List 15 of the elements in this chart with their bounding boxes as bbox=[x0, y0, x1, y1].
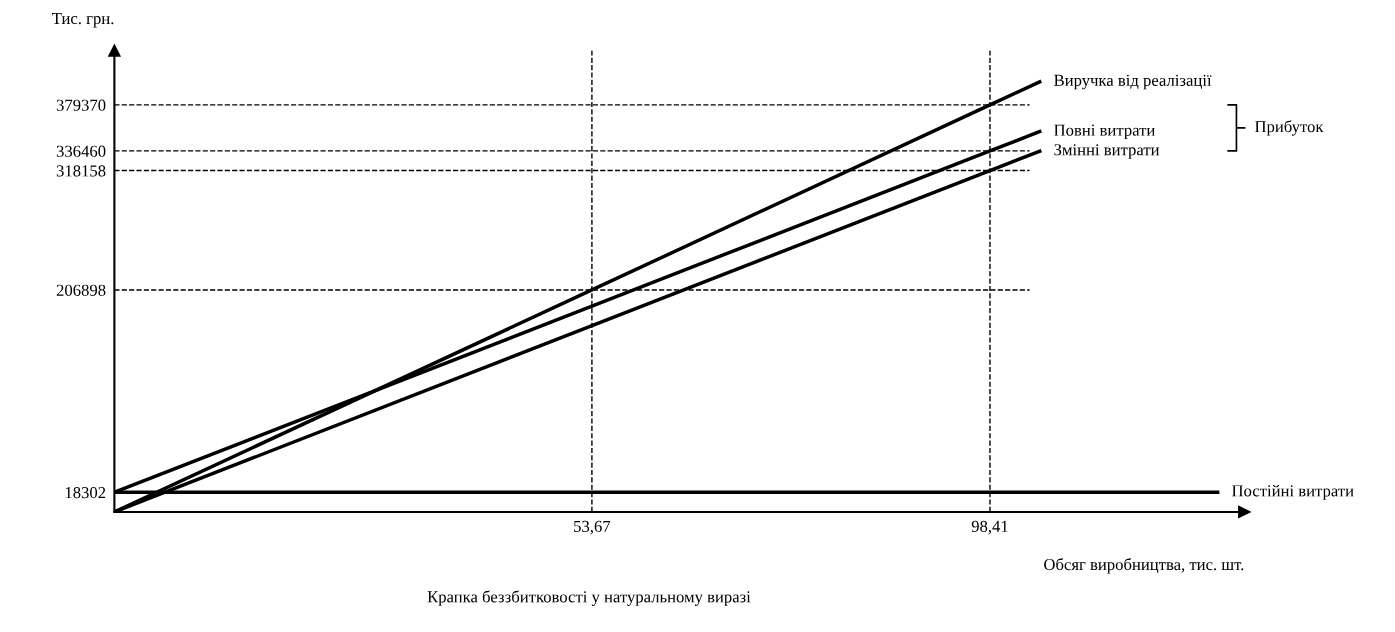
y-tick-label: 336460 bbox=[56, 145, 106, 157]
text: Крапка беззбитковості у натуральному виразі bbox=[427, 590, 751, 606]
x-tick-label: 53,67 bbox=[574, 520, 611, 535]
y-tick-label: 318158 bbox=[56, 165, 106, 177]
y-tick-label: 18302 bbox=[65, 486, 106, 499]
y-axis-title: Тис. грн. bbox=[52, 13, 114, 28]
text: Прибуток bbox=[1254, 120, 1324, 136]
series-label: Змінні витрати bbox=[1054, 144, 1160, 159]
series-label: Виручка від реалізації bbox=[1054, 74, 1212, 90]
y-tick-label: 379370 bbox=[56, 99, 106, 111]
series-label: Постійні витрати bbox=[1232, 484, 1354, 500]
series-label: Повні витрати bbox=[1054, 124, 1155, 140]
x-tick-label: 98,41 bbox=[971, 520, 1008, 535]
y-tick-label: 206898 bbox=[56, 284, 106, 296]
x-axis-title: Обсяг виробництва, тис. шт. bbox=[1044, 558, 1244, 574]
